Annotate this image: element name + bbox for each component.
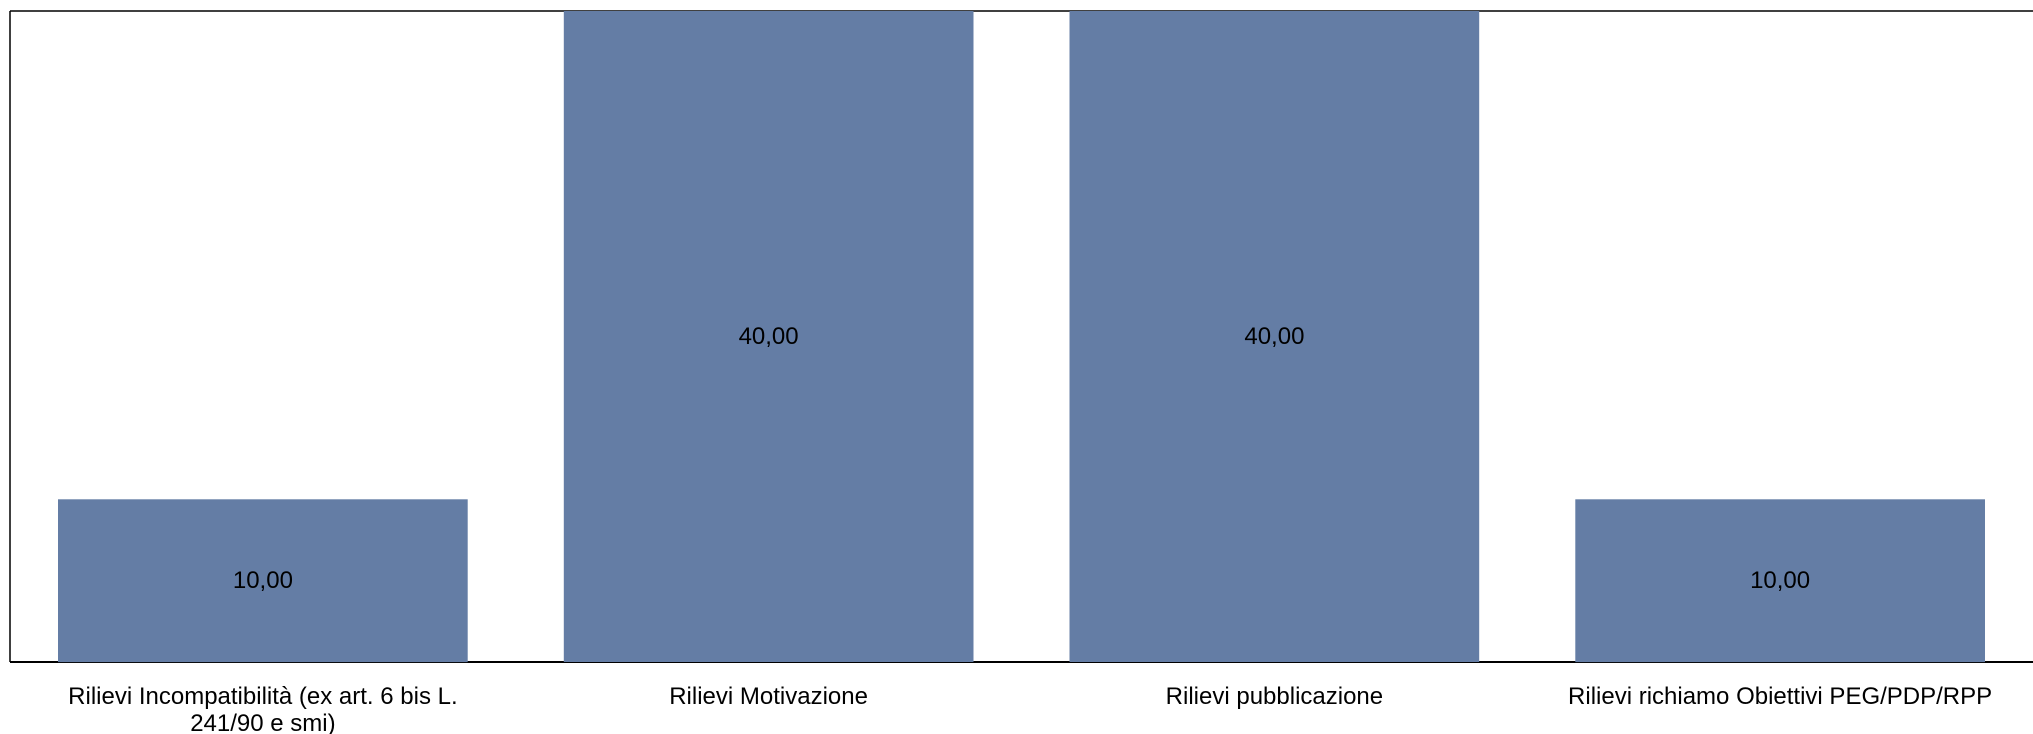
bar-value-label-2: 40,00	[739, 323, 799, 350]
category-label-1: Rilievi Incompatibilità (ex art. 6 bis L…	[68, 683, 457, 734]
bar-value-label-4: 10,00	[1750, 567, 1810, 594]
category-label-3: Rilievi pubblicazione	[1166, 683, 1383, 710]
bar-4	[1575, 499, 1985, 663]
bar-value-label-1: 10,00	[233, 567, 293, 594]
bar-labels-group: 10,00 40,00 40,00 10,00	[233, 323, 1810, 594]
category-labels-group: Rilievi Incompatibilità (ex art. 6 bis L…	[68, 683, 1992, 734]
category-label-2: Rilievi Motivazione	[669, 683, 868, 710]
bar-2	[563, 11, 974, 662]
bar-1	[58, 499, 468, 663]
category-label-4: Rilievi richiamo Obiettivi PEG/PDP/RPP	[1568, 683, 1992, 710]
bar-value-label-3: 40,00	[1244, 323, 1304, 350]
bars-group	[58, 11, 1985, 663]
bar-3	[1069, 11, 1480, 662]
